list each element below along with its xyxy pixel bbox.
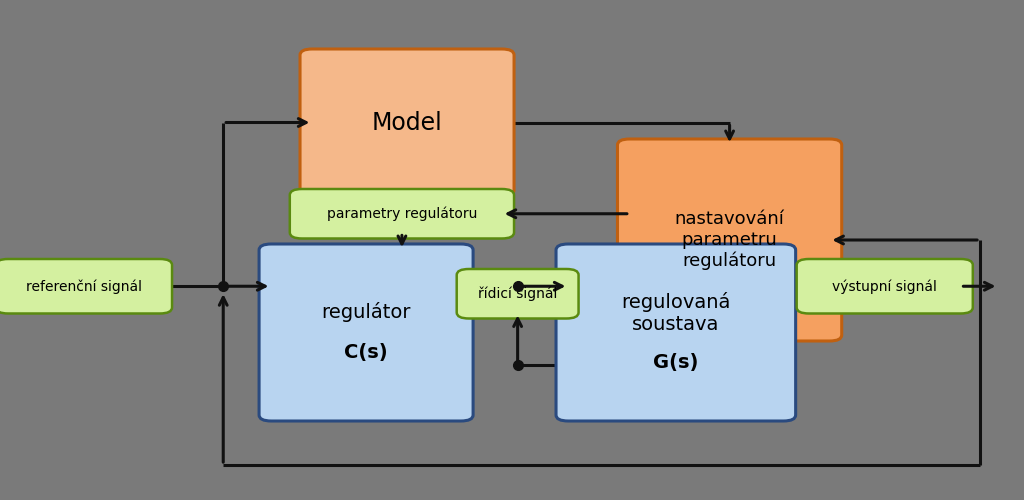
FancyBboxPatch shape bbox=[300, 49, 514, 196]
Text: regulovaná
soustava: regulovaná soustava bbox=[622, 292, 730, 334]
Text: Model: Model bbox=[372, 110, 442, 134]
Text: nastavování
parametru
regulátoru: nastavování parametru regulátoru bbox=[675, 210, 784, 270]
Text: regulátor: regulátor bbox=[322, 302, 411, 322]
Text: referenční signál: referenční signál bbox=[26, 279, 142, 293]
FancyBboxPatch shape bbox=[259, 244, 473, 421]
FancyBboxPatch shape bbox=[457, 269, 579, 318]
FancyBboxPatch shape bbox=[797, 259, 973, 314]
Text: C(s): C(s) bbox=[344, 343, 388, 362]
Text: G(s): G(s) bbox=[653, 353, 698, 372]
Text: parametry regulátoru: parametry regulátoru bbox=[327, 206, 477, 221]
Text: výstupní signál: výstupní signál bbox=[833, 279, 937, 293]
FancyBboxPatch shape bbox=[556, 244, 796, 421]
FancyBboxPatch shape bbox=[617, 139, 842, 341]
Text: řídicí signál: řídicí signál bbox=[478, 286, 557, 301]
FancyBboxPatch shape bbox=[0, 259, 172, 314]
FancyBboxPatch shape bbox=[290, 189, 514, 238]
